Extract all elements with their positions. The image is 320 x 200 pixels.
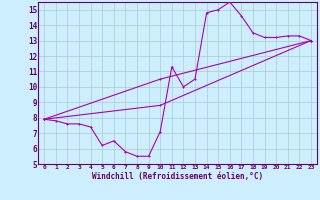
X-axis label: Windchill (Refroidissement éolien,°C): Windchill (Refroidissement éolien,°C) bbox=[92, 172, 263, 181]
